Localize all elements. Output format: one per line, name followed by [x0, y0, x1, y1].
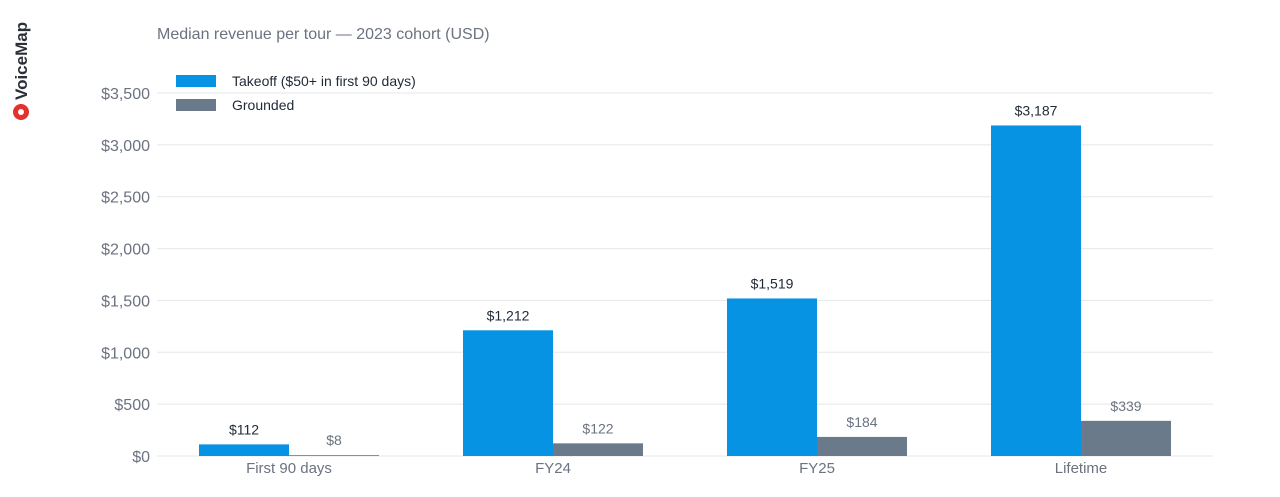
data-label: $3,187 [1015, 102, 1058, 118]
data-label: $184 [846, 414, 877, 430]
legend-swatch [176, 99, 216, 111]
legend-swatch [176, 75, 216, 87]
legend-label: Grounded [232, 97, 294, 113]
y-tick-label: $1,000 [101, 345, 150, 362]
bar-grounded [817, 436, 907, 456]
bar-grounded [553, 443, 643, 456]
bar-grounded [289, 455, 379, 456]
x-axis: First 90 days FY24 FY25 Lifetime [246, 460, 1107, 477]
bar-takeoff [463, 330, 553, 456]
data-label: $1,212 [487, 307, 530, 323]
chart-title: Median revenue per tour — 2023 cohort (U… [157, 26, 490, 43]
data-label: $8 [326, 432, 342, 448]
y-tick-label: $1,500 [101, 293, 150, 310]
bar-takeoff [991, 125, 1081, 456]
data-label: $339 [1110, 398, 1141, 414]
y-tick-label: $2,500 [101, 190, 150, 207]
bar-takeoff [199, 444, 289, 456]
x-category-label: First 90 days [246, 460, 332, 477]
x-category-label: Lifetime [1055, 460, 1108, 477]
y-tick-label: $500 [114, 397, 150, 414]
bar-grounded [1081, 420, 1171, 456]
legend: Takeoff ($50+ in first 90 days) Grounded [176, 73, 416, 113]
x-category-label: FY24 [535, 460, 571, 477]
data-label: $1,519 [751, 275, 794, 291]
y-tick-label: $0 [132, 449, 150, 466]
bar-takeoff [727, 298, 817, 456]
bars: $112 $8 $1,212 $122 $1,519 $184 $3,187 $339 [199, 102, 1171, 456]
voicemap-logo: VoiceMap [12, 22, 31, 120]
data-label: $122 [582, 420, 613, 436]
y-tick-label: $3,500 [101, 86, 150, 103]
y-tick-label: $3,000 [101, 138, 150, 155]
legend-label: Takeoff ($50+ in first 90 days) [232, 73, 416, 89]
logo-text: VoiceMap [12, 22, 31, 100]
x-category-label: FY25 [799, 460, 835, 477]
data-label: $112 [229, 421, 259, 437]
y-axis: $0 $500 $1,000 $1,500 $2,000 $2,500 $3,000 $3,5… [101, 86, 150, 466]
y-tick-label: $2,000 [101, 242, 150, 259]
